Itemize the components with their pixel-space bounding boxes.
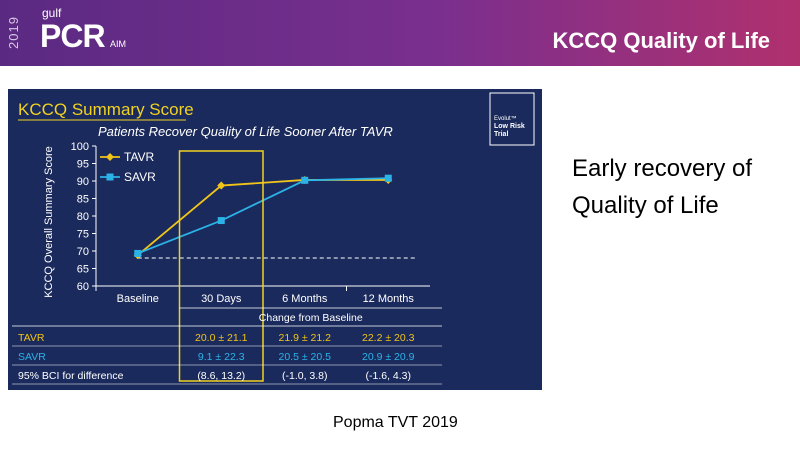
y-tick-label: 85	[77, 194, 89, 206]
table-cell: (-1.6, 4.3)	[365, 370, 411, 382]
legend-marker-savr	[106, 173, 114, 181]
side-text: Early recovery of Quality of Life	[572, 155, 753, 219]
y-axis-label: KCCQ Overall Summary Score	[43, 146, 55, 298]
table-cell: 9.1 ± 22.3	[198, 351, 245, 363]
table-row-label: TAVR	[18, 332, 45, 344]
table-row-label: 95% BCI for difference	[18, 370, 124, 382]
table-cell: 21.9 ± 21.2	[279, 332, 332, 344]
data-point-tavr	[217, 181, 226, 190]
legend-marker-tavr	[106, 153, 114, 161]
data-point-savr	[301, 176, 309, 184]
table-cell: 20.9 ± 20.9	[362, 351, 415, 363]
y-tick-label: 80	[77, 211, 89, 223]
x-tick-label: 12 Months	[363, 293, 415, 305]
x-tick-label: 30 Days	[201, 293, 242, 305]
panel-heading: KCCQ Summary Score	[18, 100, 194, 119]
x-tick-label: 6 Months	[282, 293, 328, 305]
logo-gulf: gulf	[42, 6, 62, 20]
trial-badge	[489, 92, 535, 146]
table-cell: 20.0 ± 21.1	[195, 332, 248, 344]
slide-title: KCCQ Quality of Life	[552, 28, 770, 53]
y-tick-label: 100	[71, 141, 89, 153]
logo-aim: AIM	[110, 39, 127, 49]
logo-year: 2019	[6, 16, 21, 50]
table-header: Change from Baseline	[259, 312, 363, 324]
data-point-savr	[217, 217, 225, 225]
y-tick-label: 95	[77, 159, 89, 171]
highlight-box	[178, 150, 264, 382]
x-tick-label: Baseline	[117, 293, 159, 305]
y-tick-label: 90	[77, 176, 89, 188]
y-tick-label: 70	[77, 246, 89, 258]
data-point-savr	[134, 249, 142, 257]
citation: Popma TVT 2019	[333, 414, 458, 431]
kccq-chart: KCCQ Summary Score Evolut™ Low Risk Tria…	[12, 92, 535, 385]
table-cell: 20.5 ± 20.5	[279, 351, 332, 363]
chart-title: Patients Recover Quality of Life Sooner …	[98, 124, 393, 139]
y-tick-label: 65	[77, 264, 89, 276]
header-bar: 2019 gulf PCR AIM KCCQ Quality of Life	[0, 0, 800, 66]
plot-layer: 60 65 70 75 80 85 90 95 100 Baseline 30 Days 6 Mont…	[71, 141, 430, 305]
legend-label-savr: SAVR	[124, 170, 156, 184]
logo-pcr: PCR	[40, 18, 106, 54]
badge-line-2: Low Risk	[494, 123, 525, 130]
table-row-label: SAVR	[18, 351, 46, 363]
y-tick-label: 75	[77, 229, 89, 241]
table-cell: (-1.0, 3.8)	[282, 370, 328, 382]
table-cell: 22.2 ± 20.3	[362, 332, 415, 344]
chart-panel: KCCQ Summary Score Evolut™ Low Risk Tria…	[8, 89, 542, 390]
badge-line-1: Evolut™	[494, 115, 517, 122]
change-table: Change from Baseline TAVR 20.0 ± 21.1 21.9 …	[12, 150, 442, 385]
data-point-savr	[384, 174, 392, 182]
table-cell: (8.6, 13.2)	[197, 370, 245, 382]
y-tick-label: 60	[77, 281, 89, 293]
badge-line-3: Trial	[494, 131, 508, 138]
legend-label-tavr: TAVR	[124, 150, 155, 164]
